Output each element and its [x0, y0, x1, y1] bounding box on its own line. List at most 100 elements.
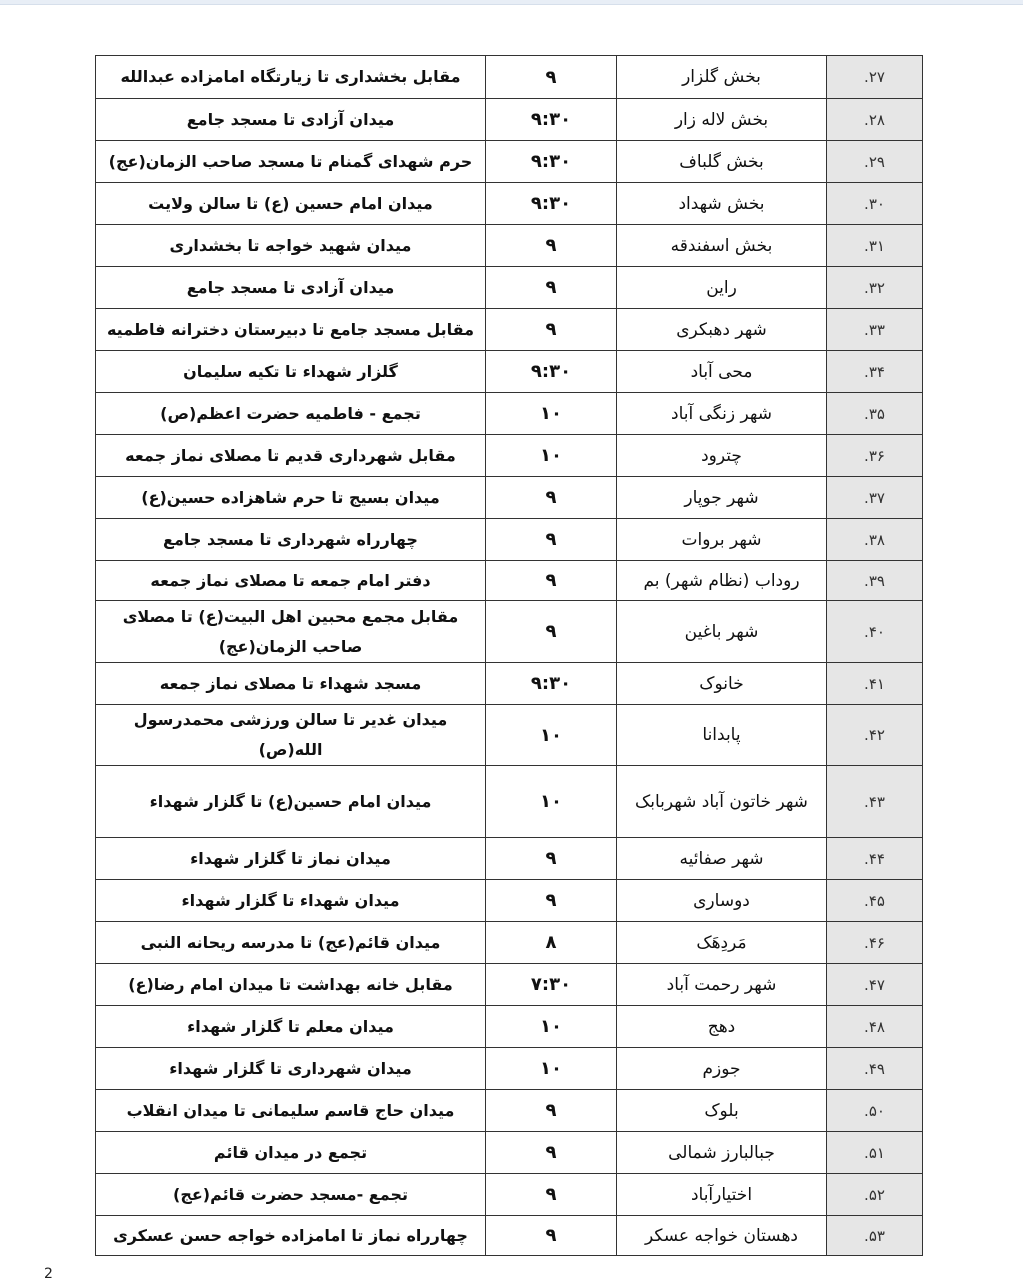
start-time: ۱۰: [485, 765, 617, 838]
table-row: ۴۳. شهر خاتون آباد شهربابک ۱۰ میدان امام حس…: [95, 765, 923, 838]
place-name: بلوک: [616, 1089, 827, 1132]
start-time: ۹: [485, 1089, 617, 1132]
place-name: خانوک: [616, 662, 827, 705]
route: تجمع -مسجد حضرت قائم(عج): [95, 1173, 486, 1216]
table-row: ۴۸. دهج ۱۰ میدان معلم تا گلزار شهداء: [95, 1005, 923, 1048]
place-name: بخش لاله زار: [616, 98, 827, 141]
route: حرم شهدای گمنام تا مسجد صاحب الزمان(عج): [95, 140, 486, 183]
table-row: ۳۶. چترود ۱۰ مقابل شهرداری قدیم تا مصلای نم…: [95, 434, 923, 477]
route: میدان نماز تا گلزار شهداء: [95, 837, 486, 880]
route: میدان آزادی تا مسجد جامع: [95, 98, 486, 141]
table-row: ۴۰. شهر باغین ۹ مقابل مجمع محبین اهل البیت(…: [95, 600, 923, 663]
start-time: ۸: [485, 921, 617, 964]
place-name: اختیارآباد: [616, 1173, 827, 1216]
table-row: ۳۹. روداب (نظام شهر) بم ۹ دفتر امام جمعه تا…: [95, 560, 923, 601]
row-number: ۳۲.: [826, 266, 923, 309]
place-name: شهر خاتون آباد شهربابک: [616, 765, 827, 838]
route: گلزار شهداء تا تکیه سلیمان: [95, 350, 486, 393]
place-name: شهر بروات: [616, 518, 827, 561]
start-time: ۱۰: [485, 434, 617, 477]
route: میدان بسیج تا حرم شاهزاده حسین(ع): [95, 476, 486, 519]
schedule-table: ۲۷. بخش گلزار ۹ مقابل بخشداری تا زیارتگاه ا…: [95, 55, 923, 1256]
row-number: ۴۳.: [826, 765, 923, 838]
place-name: شهر رحمت آباد: [616, 963, 827, 1006]
route: تجمع در میدان قائم: [95, 1131, 486, 1174]
row-number: ۴۴.: [826, 837, 923, 880]
start-time: ۹: [485, 1215, 617, 1256]
start-time: ۹: [485, 308, 617, 351]
row-number: ۵۲.: [826, 1173, 923, 1216]
row-number: ۴۵.: [826, 879, 923, 922]
table-row: ۲۸. بخش لاله زار ۹:۳۰ میدان آزادی تا مسجد ج…: [95, 98, 923, 141]
row-number: ۵۱.: [826, 1131, 923, 1174]
table-row: ۵۱. جبالبارز شمالی ۹ تجمع در میدان قائم: [95, 1131, 923, 1174]
route: مقابل شهرداری قدیم تا مصلای نماز جمعه: [95, 434, 486, 477]
place-name: محی آباد: [616, 350, 827, 393]
place-name: روداب (نظام شهر) بم: [616, 560, 827, 601]
start-time: ۱۰: [485, 1047, 617, 1090]
place-name: بخش گلزار: [616, 55, 827, 99]
start-time: ۹:۳۰: [485, 662, 617, 705]
table-row: ۳۷. شهر جوپار ۹ میدان بسیج تا حرم شاهزاده ح…: [95, 476, 923, 519]
route: مقابل بخشداری تا زیارتگاه امامزاده عبدال…: [95, 55, 486, 99]
table-row: ۴۷. شهر رحمت آباد ۷:۳۰ مقابل خانه بهداشت تا…: [95, 963, 923, 1006]
row-number: ۵۳.: [826, 1215, 923, 1256]
table-row: ۲۹. بخش گلباف ۹:۳۰ حرم شهدای گمنام تا مسجد …: [95, 140, 923, 183]
place-name: دوساری: [616, 879, 827, 922]
row-number: ۳۸.: [826, 518, 923, 561]
row-number: ۲۸.: [826, 98, 923, 141]
row-number: ۴۸.: [826, 1005, 923, 1048]
place-name: دهج: [616, 1005, 827, 1048]
row-number: ۴۱.: [826, 662, 923, 705]
route: دفتر امام جمعه تا مصلای نماز جمعه: [95, 560, 486, 601]
place-name: بخش اسفندقه: [616, 224, 827, 267]
start-time: ۹: [485, 224, 617, 267]
route: میدان امام حسین (ع) تا سالن ولایت: [95, 182, 486, 225]
place-name: دهستان خواجه عسکر: [616, 1215, 827, 1256]
place-name: شهر زنگی آباد: [616, 392, 827, 435]
route: مسجد شهداء تا مصلای نماز جمعه: [95, 662, 486, 705]
start-time: ۹: [485, 518, 617, 561]
place-name: جوزم: [616, 1047, 827, 1090]
table-row: ۳۸. شهر بروات ۹ چهارراه شهرداری تا مسجد جام…: [95, 518, 923, 561]
row-number: ۳۴.: [826, 350, 923, 393]
route: میدان قائم(عج) تا مدرسه ریحانه النبی: [95, 921, 486, 964]
start-time: ۹: [485, 476, 617, 519]
row-number: ۵۰.: [826, 1089, 923, 1132]
row-number: ۳۰.: [826, 182, 923, 225]
top-border: [0, 0, 1023, 5]
start-time: ۹:۳۰: [485, 98, 617, 141]
route: میدان شهرداری تا گلزار شهداء: [95, 1047, 486, 1090]
table-row: ۴۵. دوساری ۹ میدان شهداء تا گلزار شهداء: [95, 879, 923, 922]
row-number: ۲۷.: [826, 55, 923, 99]
start-time: ۹:۳۰: [485, 140, 617, 183]
start-time: ۷:۳۰: [485, 963, 617, 1006]
start-time: ۹: [485, 1173, 617, 1216]
start-time: ۹:۳۰: [485, 350, 617, 393]
table-row: ۵۲. اختیارآباد ۹ تجمع -مسجد حضرت قائم(عج): [95, 1173, 923, 1216]
table-row: ۴۶. مَردِهَک ۸ میدان قائم(عج) تا مدرسه ریحا…: [95, 921, 923, 964]
row-number: ۴۶.: [826, 921, 923, 964]
table-row: ۲۷. بخش گلزار ۹ مقابل بخشداری تا زیارتگاه ا…: [95, 55, 923, 99]
route: میدان حاج قاسم سلیمانی تا میدان انقلاب: [95, 1089, 486, 1132]
row-number: ۳۷.: [826, 476, 923, 519]
row-number: ۳۱.: [826, 224, 923, 267]
table-row: ۳۳. شهر دهبکری ۹ مقابل مسجد جامع تا دبیرستا…: [95, 308, 923, 351]
table-row: ۳۴. محی آباد ۹:۳۰ گلزار شهداء تا تکیه سلیما…: [95, 350, 923, 393]
start-time: ۱۰: [485, 704, 617, 766]
place-name: شهر دهبکری: [616, 308, 827, 351]
row-number: ۳۵.: [826, 392, 923, 435]
start-time: ۹: [485, 600, 617, 663]
place-name: شهر باغین: [616, 600, 827, 663]
route: مقابل خانه بهداشت تا میدان امام رضا(ع): [95, 963, 486, 1006]
route: میدان آزادی تا مسجد جامع: [95, 266, 486, 309]
row-number: ۳۳.: [826, 308, 923, 351]
start-time: ۹:۳۰: [485, 182, 617, 225]
row-number: ۴۷.: [826, 963, 923, 1006]
row-number: ۴۰.: [826, 600, 923, 663]
table-row: ۳۲. راین ۹ میدان آزادی تا مسجد جامع: [95, 266, 923, 309]
start-time: ۹: [485, 837, 617, 880]
place-name: بخش شهداد: [616, 182, 827, 225]
row-number: ۲۹.: [826, 140, 923, 183]
route: مقابل مسجد جامع تا دبیرستان دخترانه فاطم…: [95, 308, 486, 351]
